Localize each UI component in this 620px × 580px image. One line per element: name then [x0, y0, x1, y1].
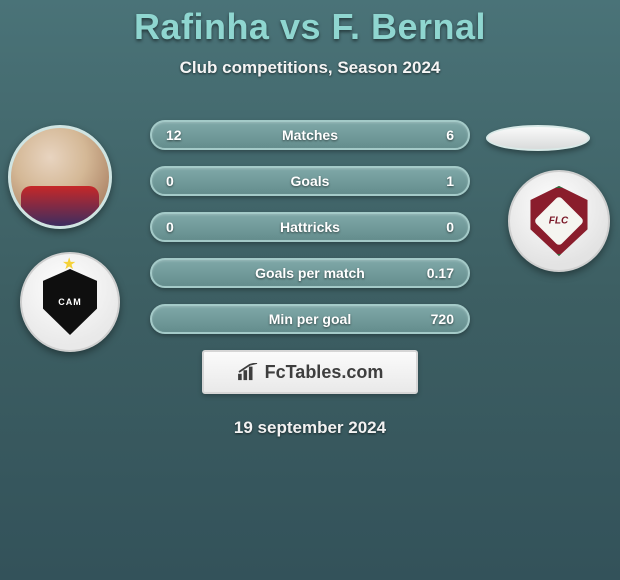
stat-row: 12 Matches 6: [150, 120, 470, 150]
star-icon: ★: [62, 254, 76, 274]
stat-row: 0 Goals 1: [150, 166, 470, 196]
stat-left-value: 0: [166, 173, 202, 189]
page-title: Rafinha vs F. Bernal: [0, 6, 620, 48]
stat-left-value: 12: [166, 127, 202, 143]
stat-right-value: 0.17: [418, 265, 454, 281]
club-right-code: FLC: [549, 215, 568, 226]
stat-row: Goals per match 0.17: [150, 258, 470, 288]
club-left-shield: CAM: [40, 269, 100, 335]
brand-box[interactable]: FcTables.com: [202, 350, 418, 394]
stat-label: Min per goal: [269, 311, 351, 327]
stat-label: Goals: [291, 173, 330, 189]
stat-label: Goals per match: [255, 265, 365, 281]
stat-right-value: 1: [418, 173, 454, 189]
club-left-code: CAM: [58, 297, 82, 307]
stat-left-value: 0: [166, 219, 202, 235]
chart-icon: [237, 363, 259, 381]
stat-right-value: 720: [418, 311, 454, 327]
player-left-avatar: [8, 125, 112, 229]
club-right-badge: FLC: [508, 170, 610, 272]
stat-row: 0 Hattricks 0: [150, 212, 470, 242]
stat-label: Hattricks: [280, 219, 340, 235]
subtitle: Club competitions, Season 2024: [0, 58, 620, 78]
stat-row: Min per goal 720: [150, 304, 470, 334]
stat-label: Matches: [282, 127, 338, 143]
comparison-card: Rafinha vs F. Bernal Club competitions, …: [0, 0, 620, 580]
stat-right-value: 0: [418, 219, 454, 235]
club-right-shield: FLC: [528, 186, 590, 256]
stat-right-value: 6: [418, 127, 454, 143]
player-right-avatar: [486, 125, 590, 151]
brand-label: FcTables.com: [265, 362, 384, 383]
date-label: 19 september 2024: [0, 418, 620, 438]
